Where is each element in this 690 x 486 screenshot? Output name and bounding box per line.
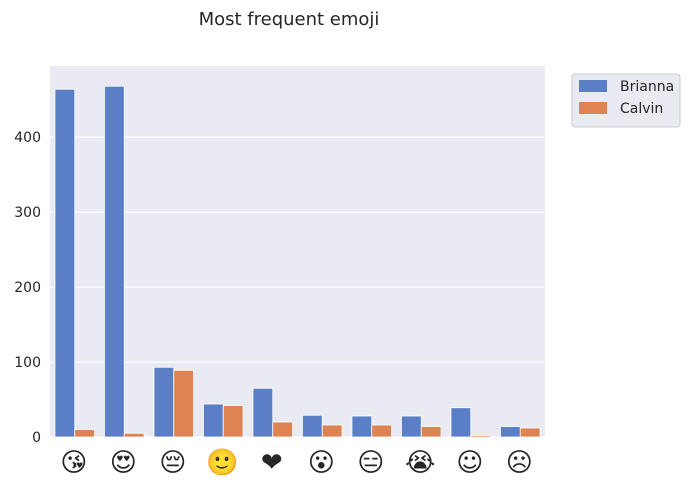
bar-calvin bbox=[371, 424, 392, 438]
bar-calvin bbox=[470, 435, 491, 438]
x-tick-emoji: 😔 bbox=[159, 448, 186, 478]
legend-label: Brianna bbox=[620, 79, 674, 95]
x-tick-emoji: ☹ bbox=[506, 448, 533, 478]
y-tick-label: 400 bbox=[14, 130, 41, 146]
legend-label: Calvin bbox=[620, 101, 663, 117]
legend-swatch bbox=[579, 80, 607, 92]
legend-swatch bbox=[579, 102, 607, 114]
bar-brianna bbox=[252, 387, 274, 438]
x-tick-emoji: 😘 bbox=[60, 448, 87, 478]
y-tick-label: 300 bbox=[14, 205, 41, 221]
y-tick-label: 200 bbox=[14, 280, 41, 296]
x-tick-emoji: 😮 bbox=[308, 448, 335, 478]
bar-calvin bbox=[173, 369, 194, 438]
bar-brianna bbox=[500, 426, 521, 438]
bar-calvin bbox=[272, 421, 293, 438]
bar-brianna bbox=[302, 414, 323, 438]
bar-calvin bbox=[74, 429, 95, 438]
bar-calvin bbox=[123, 432, 145, 438]
x-axis-ticks: 😘 😍 😔 🙂 ❤ 😮 😑 😭 ☺ ☹ bbox=[60, 448, 533, 478]
bar-calvin bbox=[519, 427, 541, 438]
x-tick-emoji: 😑 bbox=[357, 448, 384, 478]
bar-calvin bbox=[420, 426, 442, 438]
bar-brianna bbox=[203, 403, 224, 438]
legend: Brianna Calvin bbox=[571, 73, 681, 128]
bars bbox=[54, 85, 541, 438]
plot-area bbox=[50, 66, 545, 437]
x-tick-emoji: ❤ bbox=[261, 448, 283, 478]
bar-brianna bbox=[54, 88, 76, 438]
bar-calvin bbox=[321, 424, 343, 438]
bar-brianna bbox=[153, 366, 175, 438]
bar-brianna bbox=[401, 415, 422, 438]
bar-calvin bbox=[222, 405, 244, 438]
bar-brianna bbox=[351, 415, 373, 438]
y-tick-label: 100 bbox=[14, 355, 41, 371]
x-tick-emoji: 🙂 bbox=[206, 448, 238, 478]
x-tick-emoji: 😍 bbox=[110, 448, 137, 478]
bar-brianna bbox=[450, 407, 472, 438]
x-tick-emoji: 😭 bbox=[405, 448, 435, 478]
y-axis-ticks: 0 100 200 300 400 bbox=[14, 130, 41, 446]
y-tick-label: 0 bbox=[32, 430, 41, 446]
x-tick-emoji: ☺ bbox=[456, 448, 483, 478]
chart-title: Most frequent emoji bbox=[199, 9, 380, 30]
bar-brianna bbox=[104, 85, 125, 438]
